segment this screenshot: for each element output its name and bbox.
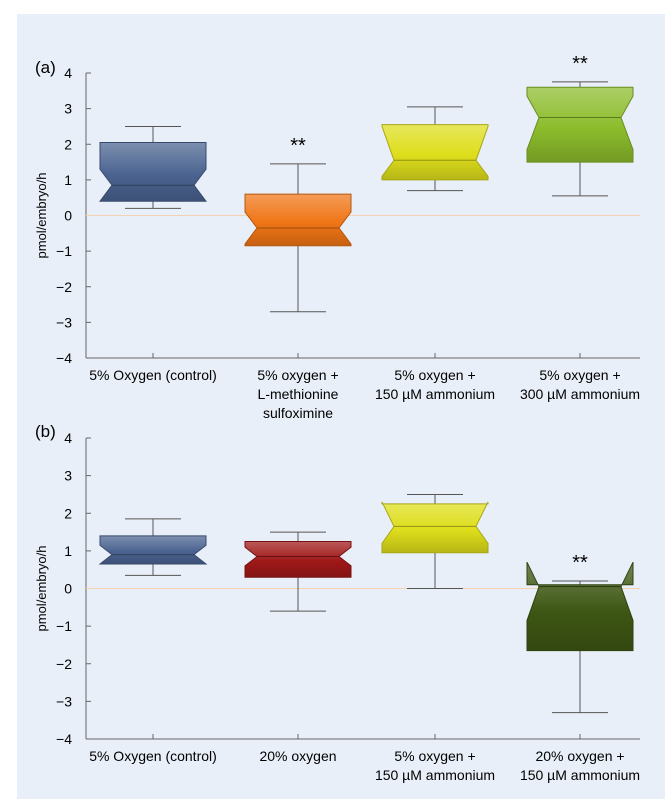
category-label-line: 300 µM ammonium bbox=[520, 386, 640, 402]
category-label: 20% oxygen + 150 µM ammonium bbox=[520, 748, 640, 783]
category-label: 5% oxygen + L-methionine sulfoximine bbox=[257, 367, 338, 421]
notched-box bbox=[526, 561, 634, 652]
box-plot-3 bbox=[381, 493, 489, 589]
y-tick-label: 3 bbox=[64, 468, 72, 484]
category-label-line: 5% Oxygen (control) bbox=[89, 748, 217, 764]
y-tick-label: 2 bbox=[64, 505, 72, 521]
y-tick-label: −3 bbox=[56, 693, 72, 709]
y-tick-label: −3 bbox=[56, 314, 72, 330]
category-label-line: L-methionine bbox=[258, 386, 339, 402]
y-tick-label: −1 bbox=[56, 243, 72, 259]
y-tick-label: 0 bbox=[64, 581, 72, 597]
notched-box bbox=[526, 86, 634, 163]
y-tick-label: −4 bbox=[56, 350, 72, 366]
y-tick-label: 2 bbox=[64, 136, 72, 152]
panel-label: (a) bbox=[35, 58, 56, 77]
y-axis-label: pmol/embryo/h bbox=[34, 546, 49, 632]
notched-box bbox=[244, 540, 352, 578]
y-tick-label: −1 bbox=[56, 618, 72, 634]
notched-box bbox=[99, 141, 207, 202]
y-tick-label: 0 bbox=[64, 208, 72, 224]
y-tick-label: 1 bbox=[64, 172, 72, 188]
y-tick-label: 3 bbox=[64, 101, 72, 117]
category-label: 5% oxygen + 300 µM ammonium bbox=[520, 367, 640, 402]
box-plot-2: ** bbox=[244, 135, 352, 313]
category-label: 5% oxygen + 150 µM ammonium bbox=[375, 367, 495, 402]
category-label-line: 5% oxygen + bbox=[394, 748, 475, 764]
category-label-line: 5% oxygen + bbox=[539, 367, 620, 383]
panel-label: (b) bbox=[35, 422, 56, 441]
box-plot-3 bbox=[381, 106, 489, 192]
category-label: 5% Oxygen (control) bbox=[89, 367, 217, 383]
category-label-line: 150 µM ammonium bbox=[520, 767, 640, 783]
category-label-line: 5% oxygen + bbox=[394, 367, 475, 383]
box-plot-4: ** bbox=[526, 53, 634, 197]
category-label: 20% oxygen bbox=[259, 748, 336, 764]
category-label: 5% oxygen + 150 µM ammonium bbox=[375, 748, 495, 783]
category-label-line: 20% oxygen + bbox=[535, 748, 624, 764]
y-tick-label: 4 bbox=[64, 65, 72, 81]
notched-box bbox=[244, 193, 352, 247]
box-plot-2 bbox=[244, 531, 352, 612]
category-label-line: 5% Oxygen (control) bbox=[89, 367, 217, 383]
significance-marker: ** bbox=[572, 552, 588, 574]
notched-box bbox=[381, 501, 489, 554]
category-label: 5% Oxygen (control) bbox=[89, 748, 217, 764]
y-tick-label: 4 bbox=[64, 430, 72, 446]
significance-marker: ** bbox=[572, 53, 588, 75]
notched-box bbox=[381, 124, 489, 181]
notched-box bbox=[98, 535, 208, 565]
y-axis-label: pmol/embryo/h bbox=[34, 173, 49, 259]
y-tick-label: 1 bbox=[64, 543, 72, 559]
category-label-line: 5% oxygen + bbox=[257, 367, 338, 383]
category-label-line: 150 µM ammonium bbox=[375, 767, 495, 783]
box-plot-1 bbox=[99, 125, 207, 209]
box-plot-4: ** bbox=[526, 552, 634, 714]
category-label-line: sulfoximine bbox=[263, 405, 333, 421]
box-plot-1 bbox=[98, 518, 208, 576]
category-label-line: 150 µM ammonium bbox=[375, 386, 495, 402]
y-tick-label: −2 bbox=[56, 279, 72, 295]
category-label-line: 20% oxygen bbox=[259, 748, 336, 764]
significance-marker: ** bbox=[290, 135, 306, 157]
y-tick-label: −2 bbox=[56, 656, 72, 672]
y-tick-label: −4 bbox=[56, 731, 72, 747]
